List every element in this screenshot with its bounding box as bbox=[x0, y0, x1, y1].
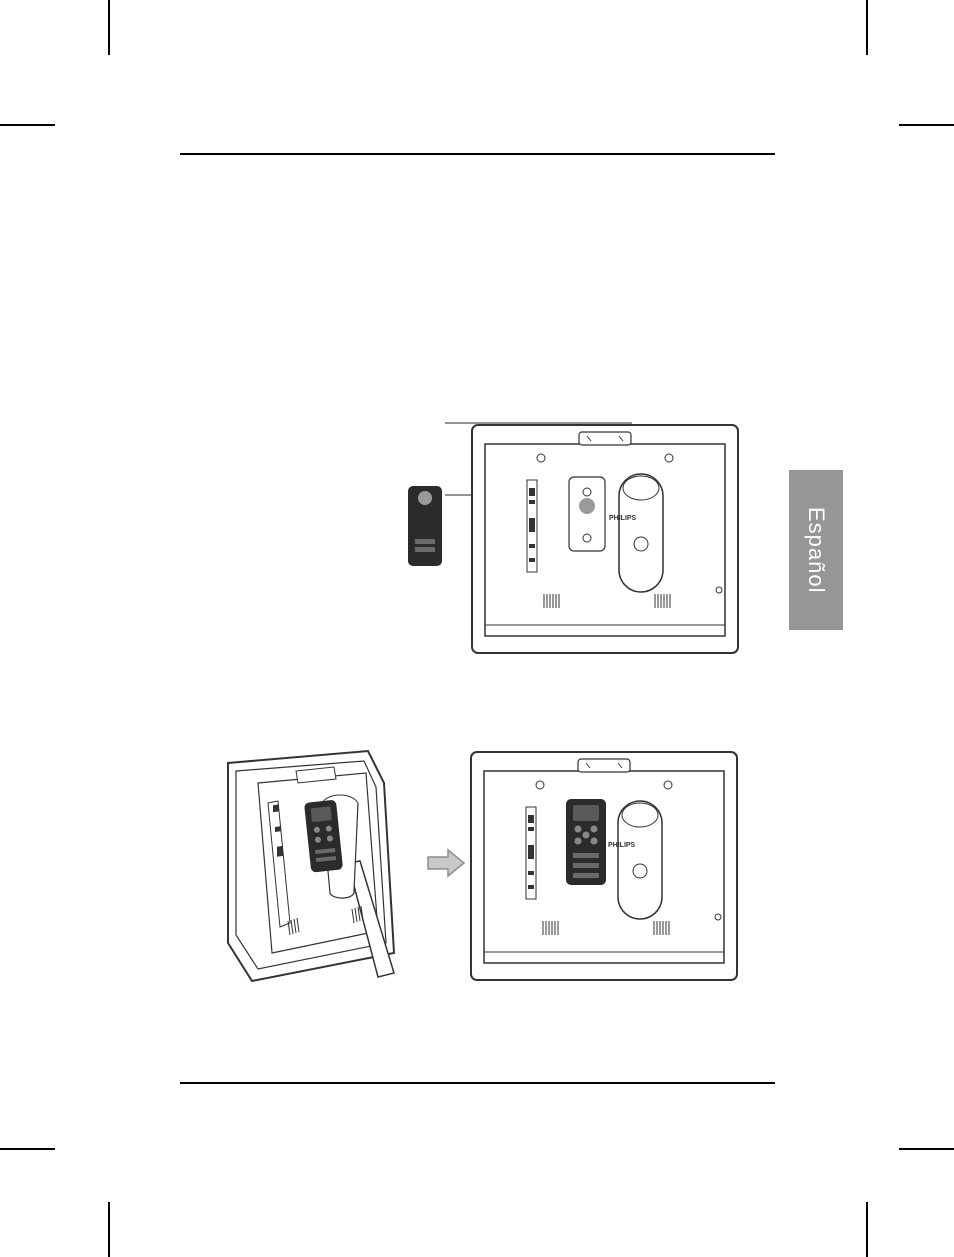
crop-mark bbox=[866, 0, 868, 55]
arrow-right-icon bbox=[426, 848, 466, 878]
crop-mark bbox=[866, 1202, 868, 1257]
crop-mark bbox=[0, 1148, 55, 1150]
crop-mark bbox=[899, 1148, 954, 1150]
svg-text:PHILIPS: PHILIPS bbox=[608, 842, 636, 849]
photoframe-isometric-diagram bbox=[218, 743, 416, 983]
crop-mark bbox=[0, 124, 55, 126]
horizontal-rule-bottom bbox=[180, 1082, 775, 1084]
figure-remote-placement-callout: PHILIPS bbox=[405, 422, 741, 667]
photoframe-back-attached-diagram: PHILIPS bbox=[468, 749, 740, 983]
crop-mark bbox=[108, 1202, 110, 1257]
remote-icon bbox=[405, 484, 445, 568]
language-label: Español bbox=[803, 507, 829, 594]
crop-mark bbox=[899, 124, 954, 126]
photoframe-back-diagram: PHILIPS bbox=[469, 422, 741, 656]
svg-text:PHILIPS: PHILIPS bbox=[609, 515, 637, 522]
crop-mark bbox=[108, 0, 110, 55]
figure-remote-attach-sequence: PHILIPS bbox=[218, 743, 738, 993]
horizontal-rule-top bbox=[180, 153, 775, 155]
language-tab: Español bbox=[789, 470, 843, 630]
